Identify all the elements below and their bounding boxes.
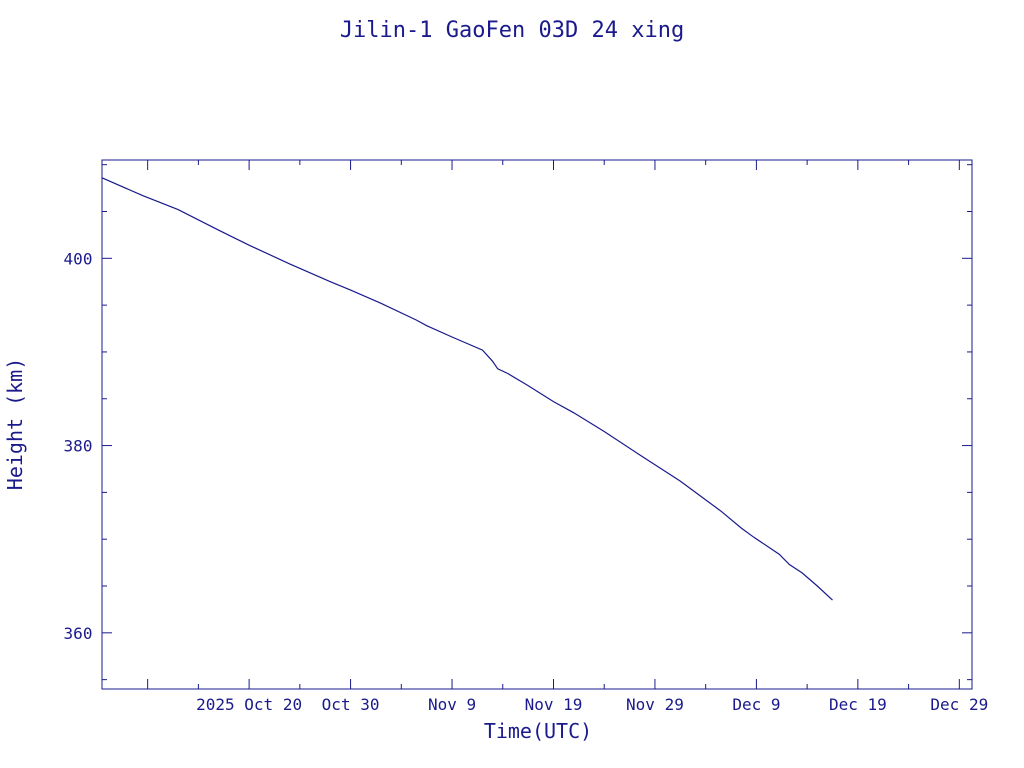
x-tick-label: Nov 19 — [525, 695, 583, 714]
x-axis-ticks: 2025 Oct 20 Oct 30 Nov 9 Nov 19 Nov 29 Dec 9 D… — [147, 160, 988, 714]
x-tick-label: Nov 9 — [428, 695, 476, 714]
x-axis-label: Time(UTC) — [484, 719, 592, 743]
x-tick-label: Oct 30 — [322, 695, 380, 714]
x-tick-label: Dec 9 — [732, 695, 780, 714]
y-axis-ticks: 360 380 400 — [64, 164, 972, 681]
series-layer — [101, 177, 833, 601]
height-series-line — [101, 177, 833, 601]
x-tick-label: Dec 29 — [930, 695, 988, 714]
y-axis-label: Height (km) — [3, 358, 27, 490]
chart-title: Jilin-1 GaoFen 03D 24 xing — [340, 18, 684, 43]
x-tick-label: 2025 Oct 20 — [196, 695, 302, 714]
y-tick-label: 400 — [64, 249, 93, 268]
plot-frame — [101, 159, 973, 690]
x-tick-label: Dec 19 — [829, 695, 887, 714]
y-tick-label: 380 — [64, 437, 93, 456]
x-tick-label: Nov 29 — [626, 695, 684, 714]
y-tick-label: 360 — [64, 624, 93, 643]
